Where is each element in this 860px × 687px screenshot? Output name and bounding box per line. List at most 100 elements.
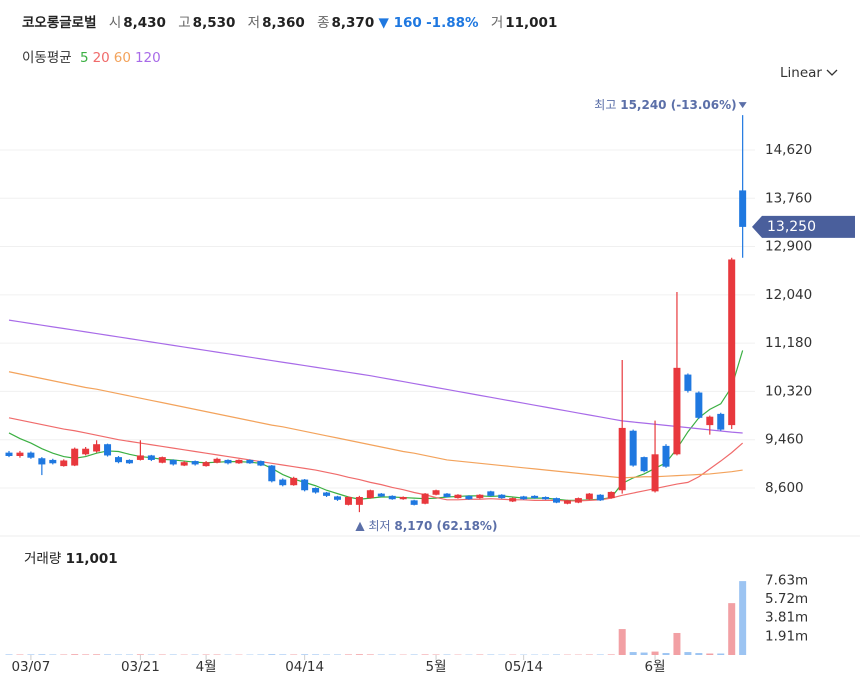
candle-body — [246, 459, 254, 464]
candle-body — [136, 455, 144, 460]
volume-bar — [640, 652, 648, 655]
ma-legend-item: 60 — [113, 50, 131, 66]
candle-body — [421, 493, 429, 504]
candle-body — [125, 459, 133, 464]
candle-body — [706, 416, 714, 426]
volume-bar — [651, 651, 659, 655]
candle-body — [93, 444, 101, 452]
annotation-part: 최고 — [594, 98, 616, 112]
candle-body — [399, 496, 407, 500]
annotation-part: 거래량 — [24, 551, 61, 567]
x-tick-label: 04/14 — [285, 659, 324, 675]
candle-body — [618, 427, 626, 491]
candle-body — [290, 477, 298, 486]
candle-body — [509, 498, 517, 502]
candle-body — [574, 498, 582, 503]
chevron — [826, 69, 838, 76]
candle-body — [728, 259, 736, 426]
price-tag — [752, 215, 855, 238]
candle-body — [147, 455, 155, 460]
high-arrow — [738, 102, 747, 109]
candle-body — [629, 430, 637, 466]
candle-body — [366, 490, 374, 499]
volume-label-bg — [20, 546, 130, 570]
change-pct: -1.88% — [426, 15, 479, 31]
volume-bar — [312, 654, 320, 655]
candle-body — [158, 457, 166, 463]
volume-bar — [366, 654, 374, 655]
value: 8,360 — [262, 15, 305, 31]
candle-body — [169, 459, 177, 465]
candle-body — [596, 494, 604, 501]
candle-body — [377, 493, 385, 497]
volume-bar — [344, 654, 352, 655]
candle-body — [673, 367, 681, 455]
x-tick-label: 5월 — [426, 659, 447, 675]
volume-bar — [301, 654, 309, 655]
volume-bar — [684, 652, 692, 655]
annotation-part: 15,240 (-13.06%) — [620, 98, 736, 112]
x-tick-label: 4월 — [196, 659, 217, 675]
y-tick-label: 9,460 — [765, 432, 804, 448]
candle-body — [180, 462, 188, 466]
candle-body — [443, 493, 451, 497]
y-tick-label: 11,180 — [765, 335, 812, 351]
value: 8,530 — [192, 15, 236, 31]
label: 고 — [178, 15, 191, 31]
candle-body — [279, 479, 287, 486]
volume-bar — [695, 653, 703, 655]
x-tick-label: 03/07 — [11, 659, 50, 675]
y-tick-label: 12,040 — [765, 287, 812, 303]
volume-bar — [5, 654, 13, 655]
ma-title: 이동평균 — [22, 50, 72, 66]
candle-body — [695, 392, 703, 418]
scale-menu[interactable]: Linear — [780, 65, 838, 81]
candle-body — [476, 494, 484, 499]
y-tick-label: 10,320 — [765, 383, 812, 399]
label: 종 — [317, 15, 330, 31]
candle-body — [432, 490, 440, 495]
scale-label: Linear — [780, 65, 822, 81]
candle-body — [585, 493, 593, 500]
change: ▼ 160 — [378, 15, 422, 31]
candle-body — [344, 496, 352, 505]
volume-bar — [268, 654, 276, 655]
candle-body — [268, 465, 276, 482]
candle-body — [27, 452, 35, 458]
volume-bar — [279, 654, 287, 655]
y-tick-label: 8,600 — [765, 480, 804, 496]
y-tick-label: 13,760 — [765, 190, 812, 206]
volume-tick-label: 3.81m — [765, 610, 808, 626]
ma-legend-item: 5 — [79, 50, 89, 66]
value: 11,001 — [505, 15, 558, 31]
volume-tick-label: 5.72m — [765, 591, 808, 607]
high-annotation: 최고 15,240 (-13.06%) — [594, 98, 736, 112]
label: 저 — [247, 15, 261, 31]
volume-tick-label: 1.91m — [765, 628, 808, 644]
candle-body — [323, 492, 331, 496]
value: 8,430 — [123, 15, 166, 31]
price-tag-label: 13,250 — [767, 219, 816, 235]
ma-legend: 이동평균 5 20 60 120 — [22, 46, 165, 66]
candle-body — [739, 190, 747, 227]
candle-body — [717, 413, 725, 430]
label: 거 — [490, 15, 504, 31]
volume-bar — [136, 654, 144, 655]
candle-body — [520, 496, 528, 500]
stock-name: 코오롱글로벌 — [22, 15, 97, 31]
volume-bar — [71, 654, 79, 655]
candle-body — [542, 496, 550, 500]
volume-bar — [104, 654, 112, 655]
volume-label: 거래량 11,001 — [24, 551, 118, 567]
candle-body — [257, 461, 265, 466]
candle-body — [60, 460, 68, 467]
candle-body — [454, 494, 462, 499]
candle-body — [563, 500, 571, 504]
candle-body — [115, 457, 122, 463]
candle-body — [388, 495, 396, 500]
volume-bar — [421, 654, 429, 655]
volume-bar — [27, 654, 35, 655]
volume-bar — [673, 632, 681, 655]
volume-bar — [706, 653, 714, 655]
